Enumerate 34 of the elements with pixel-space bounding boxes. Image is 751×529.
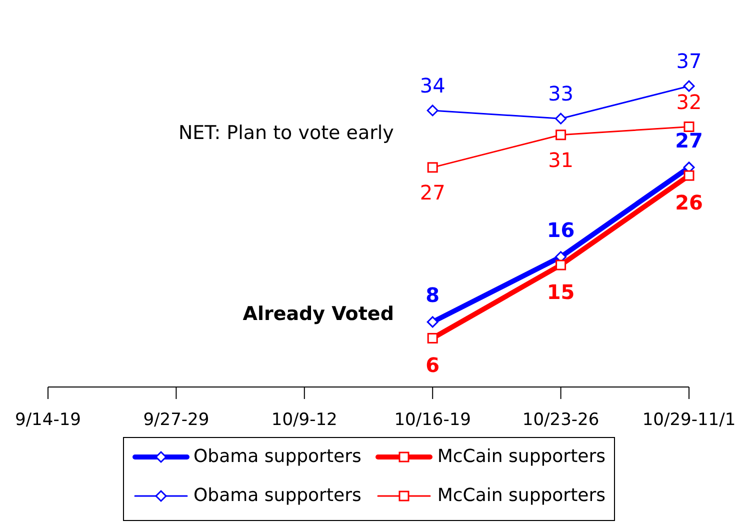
point (427, 332, 438, 344)
legend-label: McCain supporters (437, 485, 606, 506)
point (684, 122, 694, 132)
legend-label: Obama supporters (194, 446, 362, 467)
annotation: NET: Plan to vote early (178, 122, 394, 144)
x-tick-label: 10/23-26 (522, 410, 600, 430)
data-label: 27 (675, 128, 703, 152)
data-label: 37 (676, 49, 702, 74)
data-label: 33 (548, 82, 574, 106)
data-label: 32 (676, 90, 702, 114)
point (556, 130, 566, 140)
data-label: 6 (426, 353, 440, 378)
point (426, 104, 438, 116)
data-label: 27 (420, 180, 446, 204)
annotation: Already Voted (242, 303, 394, 326)
data-label: 8 (426, 282, 440, 307)
legend-label: McCain supporters (437, 446, 606, 467)
legend-label: Obama supporters (194, 485, 362, 506)
data-label: 16 (546, 218, 575, 242)
x-tick-label: 9/27-29 (143, 410, 210, 430)
data-label: 26 (675, 190, 703, 215)
point (556, 260, 566, 270)
data-label: 31 (548, 148, 574, 172)
point (683, 80, 695, 92)
point (426, 316, 438, 328)
point (684, 170, 694, 181)
point (555, 112, 567, 124)
x-tick-label: 10/29-11/1 (642, 410, 736, 430)
x-tick-label: 10/9-12 (271, 410, 338, 430)
x-tick-label: 10/16-19 (394, 410, 471, 430)
data-label: 34 (420, 73, 446, 98)
x-tick-label: 9/14-19 (15, 410, 81, 430)
data-label: 15 (546, 280, 575, 304)
point (427, 162, 438, 173)
